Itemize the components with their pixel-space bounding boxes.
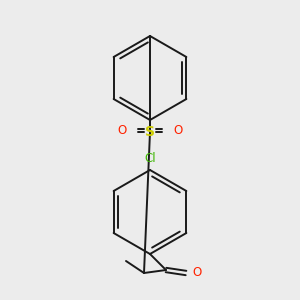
Text: O: O <box>173 124 182 137</box>
Text: O: O <box>192 266 201 280</box>
Text: O: O <box>118 124 127 137</box>
Text: Cl: Cl <box>144 152 156 165</box>
Text: S: S <box>145 125 155 139</box>
